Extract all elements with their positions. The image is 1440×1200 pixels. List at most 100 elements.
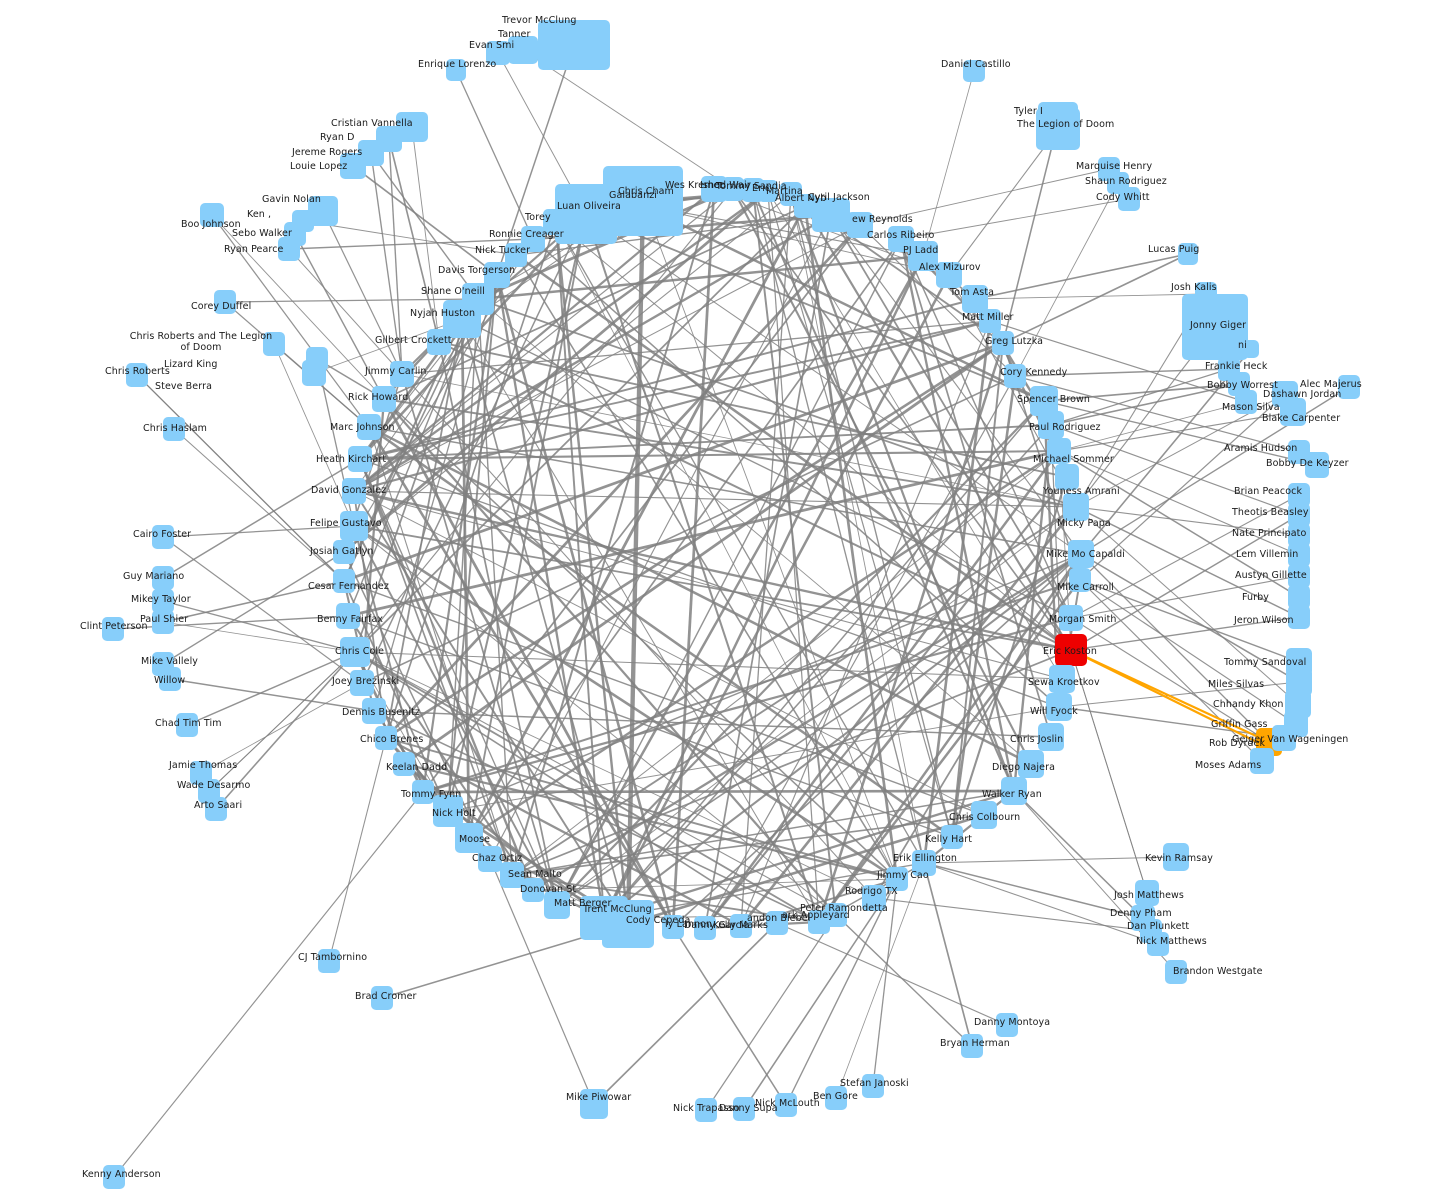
graph-node-boo-johnson[interactable]	[200, 203, 224, 227]
graph-node-diego-najera[interactable]	[1018, 750, 1044, 778]
graph-node-albert-nyberg[interactable]	[794, 194, 816, 218]
graph-node-eric-koston[interactable]	[1055, 634, 1087, 666]
graph-node-clint-peterson[interactable]	[102, 617, 124, 641]
graph-node-kevin-ramsay[interactable]	[1163, 843, 1189, 871]
graph-node-cj-tambornino[interactable]	[318, 949, 340, 973]
graph-node-chris-colbourn[interactable]	[971, 801, 997, 829]
graph-node-enrique-lorenzo[interactable]	[446, 59, 466, 81]
graph-node-matt-berger[interactable]	[544, 891, 570, 919]
graph-node-alex-mizurov[interactable]	[936, 262, 962, 288]
graph-node-paul-rodriguez[interactable]	[1038, 411, 1064, 439]
graph-node-nick-mclouth[interactable]	[775, 1093, 797, 1117]
graph-node-evan-smith[interactable]	[486, 41, 510, 65]
graph-node-geiger-van-wageningen[interactable]	[1272, 725, 1296, 751]
graph-node-mikey-taylor[interactable]	[152, 589, 174, 613]
graph-node-chris-roberts-legion[interactable]	[263, 332, 285, 356]
graph-node-nate-principato[interactable]	[1288, 523, 1310, 547]
graph-node-mason-silva[interactable]	[1235, 390, 1257, 414]
graph-node-youness-amrani[interactable]	[1055, 464, 1079, 490]
graph-node-daniel-castillo[interactable]	[963, 60, 985, 82]
graph-node-michael-sommer[interactable]	[1047, 438, 1071, 464]
graph-node-lucas-puig[interactable]	[1178, 243, 1198, 265]
graph-node-felipe-gustavo[interactable]	[340, 511, 368, 541]
graph-node-brandon-biebel[interactable]	[766, 911, 788, 935]
graph-node-blake-carpenter[interactable]	[1280, 398, 1306, 426]
graph-node-kenny-anderson[interactable]	[103, 1165, 125, 1189]
graph-node-danny-montoya[interactable]	[996, 1013, 1018, 1037]
graph-node-jimmy-cao[interactable]	[886, 867, 908, 891]
graph-node-bryan-herman[interactable]	[961, 1034, 983, 1058]
graph-node-ishod-wair[interactable]	[722, 177, 744, 201]
graph-node-keelan-dadd[interactable]	[393, 752, 415, 776]
graph-node-amrani-r[interactable]	[1243, 340, 1259, 358]
graph-node-ryan-pearce[interactable]	[278, 237, 300, 261]
graph-node-chris-cole[interactable]	[340, 637, 370, 667]
graph-node-trevor-mcclung[interactable]	[538, 20, 610, 70]
graph-node-greg-lutzka[interactable]	[992, 331, 1014, 355]
graph-node-micky-papa[interactable]	[1063, 493, 1089, 521]
graph-node-rick-howard[interactable]	[372, 386, 396, 412]
graph-node-steve-berra[interactable]	[302, 360, 326, 386]
graph-node-danny-garcia[interactable]	[694, 916, 716, 940]
graph-node-nick-tucker[interactable]	[505, 243, 527, 267]
graph-node-dennis-busenitz[interactable]	[362, 698, 386, 724]
graph-node-morgan-smith[interactable]	[1059, 605, 1083, 631]
graph-node-tommy-fynn[interactable]	[412, 780, 434, 804]
graph-node-danny-supa[interactable]	[733, 1097, 755, 1121]
graph-node-kelly-marks[interactable]	[730, 914, 752, 938]
graph-node-louie-lopez[interactable]	[340, 153, 366, 179]
graph-node-pj-ladd[interactable]	[908, 241, 938, 271]
graph-node-matt-miller[interactable]	[979, 309, 1001, 333]
graph-node-cesar-fernandez[interactable]	[333, 569, 355, 593]
graph-node-brian-peacock[interactable]	[1288, 483, 1310, 507]
graph-node-rodrigo-tx[interactable]	[862, 885, 886, 911]
graph-node-mark-appleyard[interactable]	[808, 910, 830, 934]
graph-node-will-fyock[interactable]	[1046, 693, 1072, 721]
graph-node-joey-brezinski[interactable]	[350, 670, 374, 696]
graph-node-chico-brenes[interactable]	[375, 726, 397, 750]
graph-node-jeron-wilson[interactable]	[1288, 605, 1310, 629]
graph-node-peter-ramondetta[interactable]	[825, 903, 847, 927]
graph-node-nick-trapasso[interactable]	[695, 1098, 717, 1122]
graph-node-nick-holt[interactable]	[433, 795, 463, 827]
graph-node-sewa-kroetkov[interactable]	[1049, 665, 1075, 693]
graph-node-cairo-foster[interactable]	[152, 525, 174, 549]
graph-node-tanner[interactable]	[508, 36, 538, 64]
graph-node-mike-piwowar[interactable]	[580, 1089, 608, 1119]
graph-node-chris-joslin[interactable]	[1038, 723, 1064, 751]
graph-node-ben-gore[interactable]	[825, 1086, 847, 1110]
graph-node-jimmy-carlin[interactable]	[390, 361, 414, 387]
graph-node-arto-saari[interactable]	[205, 797, 227, 821]
graph-node-furby[interactable]	[1288, 585, 1310, 609]
graph-node-cody-whitt[interactable]	[1118, 187, 1140, 211]
graph-node-josiah-gatlyn[interactable]	[333, 540, 355, 564]
graph-node-chris-roberts[interactable]	[126, 363, 148, 387]
graph-node-donovan-strain[interactable]	[522, 878, 544, 902]
graph-node-brandon-westgate[interactable]	[1165, 960, 1187, 984]
graph-node-aramis-hudson[interactable]	[1288, 440, 1310, 464]
graph-node-marc-johnson[interactable]	[357, 414, 381, 440]
graph-node-alec-majerus[interactable]	[1338, 375, 1360, 399]
graph-node-galabanzi[interactable]	[608, 176, 674, 234]
graph-node-stefan-janoski[interactable]	[862, 1074, 884, 1098]
graph-node-mike-carroll[interactable]	[1069, 568, 1091, 592]
graph-node-austyn-gillette[interactable]	[1288, 564, 1310, 588]
graph-node-legion-of-doom[interactable]	[1036, 108, 1080, 150]
graph-node-nick-matthews[interactable]	[1147, 932, 1169, 956]
graph-node-cory-kennedy[interactable]	[1004, 364, 1026, 388]
graph-node-cyril-jackson[interactable]	[812, 198, 850, 232]
graph-node-jimmy-lannon[interactable]	[662, 915, 684, 939]
graph-node-josh-matthews[interactable]	[1135, 880, 1159, 906]
graph-node-heath-kirchart[interactable]	[348, 446, 372, 472]
graph-node-cody-cepeda[interactable]	[602, 900, 654, 948]
graph-node-brad-cromer[interactable]	[371, 986, 393, 1010]
graph-node-tom-asta[interactable]	[962, 285, 988, 313]
graph-node-walker-ryan[interactable]	[1001, 777, 1027, 805]
graph-node-jonny-giger[interactable]	[1182, 294, 1248, 360]
graph-node-erik-ellington[interactable]	[912, 850, 936, 876]
graph-node-gilbert-crockett[interactable]	[427, 329, 451, 355]
graph-node-chad-tim-tim[interactable]	[176, 713, 198, 737]
graph-node-luan-oliveira[interactable]	[555, 184, 617, 244]
graph-node-chaz-ortiz[interactable]	[478, 846, 502, 872]
